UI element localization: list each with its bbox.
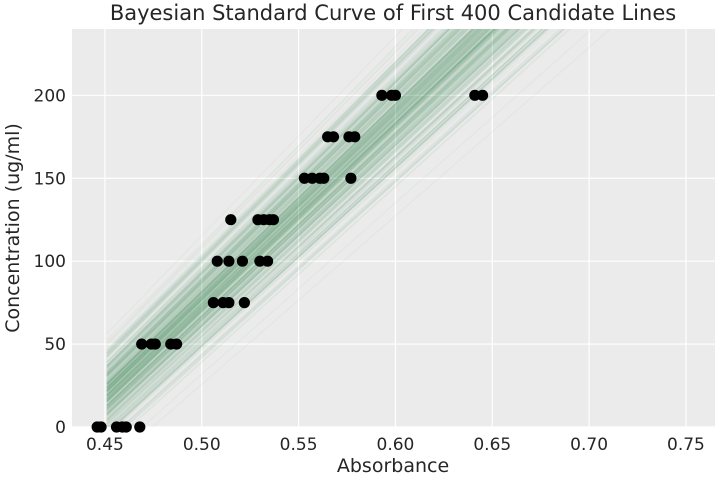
chart-title: Bayesian Standard Curve of First 400 Can… bbox=[110, 1, 676, 25]
y-tick-label: 150 bbox=[34, 169, 66, 189]
x-axis-label: Absorbance bbox=[337, 455, 449, 477]
y-tick-label: 100 bbox=[34, 252, 66, 272]
data-point bbox=[476, 89, 489, 101]
data-point bbox=[262, 255, 274, 267]
data-point bbox=[298, 172, 311, 184]
data-point bbox=[170, 338, 183, 350]
data-point bbox=[95, 421, 107, 433]
x-tick-label: 0.75 bbox=[667, 435, 705, 455]
x-tick-label: 0.70 bbox=[570, 435, 608, 455]
y-axis-ticks: 0 50 100 150 200 bbox=[34, 86, 66, 438]
y-tick-label: 50 bbox=[44, 335, 66, 355]
data-point bbox=[345, 172, 357, 184]
data-point bbox=[469, 89, 481, 101]
data-point bbox=[223, 297, 235, 309]
x-axis-ticks: 0.45 0.50 0.55 0.60 0.65 0.70 0.75 bbox=[86, 435, 705, 455]
data-point bbox=[306, 172, 318, 184]
data-point bbox=[236, 255, 249, 267]
data-point bbox=[349, 131, 361, 143]
data-point bbox=[120, 421, 132, 433]
data-point bbox=[136, 338, 148, 350]
x-tick-label: 0.55 bbox=[280, 435, 318, 455]
data-point bbox=[267, 214, 280, 226]
data-points bbox=[91, 89, 489, 433]
data-point bbox=[376, 89, 388, 101]
data-point bbox=[223, 255, 235, 267]
y-tick-label: 200 bbox=[34, 86, 66, 106]
data-point bbox=[389, 89, 402, 101]
data-point bbox=[207, 297, 219, 309]
data-point bbox=[327, 131, 340, 143]
data-point bbox=[238, 297, 250, 309]
y-tick-label: 0 bbox=[55, 418, 66, 438]
data-point bbox=[225, 214, 237, 226]
x-tick-label: 0.50 bbox=[183, 435, 221, 455]
x-tick-label: 0.45 bbox=[86, 435, 124, 455]
data-point bbox=[318, 172, 330, 184]
x-tick-label: 0.60 bbox=[377, 435, 415, 455]
data-point bbox=[211, 255, 223, 267]
y-axis-label: Concentration (ug/ml) bbox=[2, 123, 24, 333]
x-tick-label: 0.65 bbox=[473, 435, 511, 455]
data-point bbox=[149, 338, 161, 350]
data-point bbox=[254, 255, 266, 267]
data-point bbox=[134, 421, 146, 433]
